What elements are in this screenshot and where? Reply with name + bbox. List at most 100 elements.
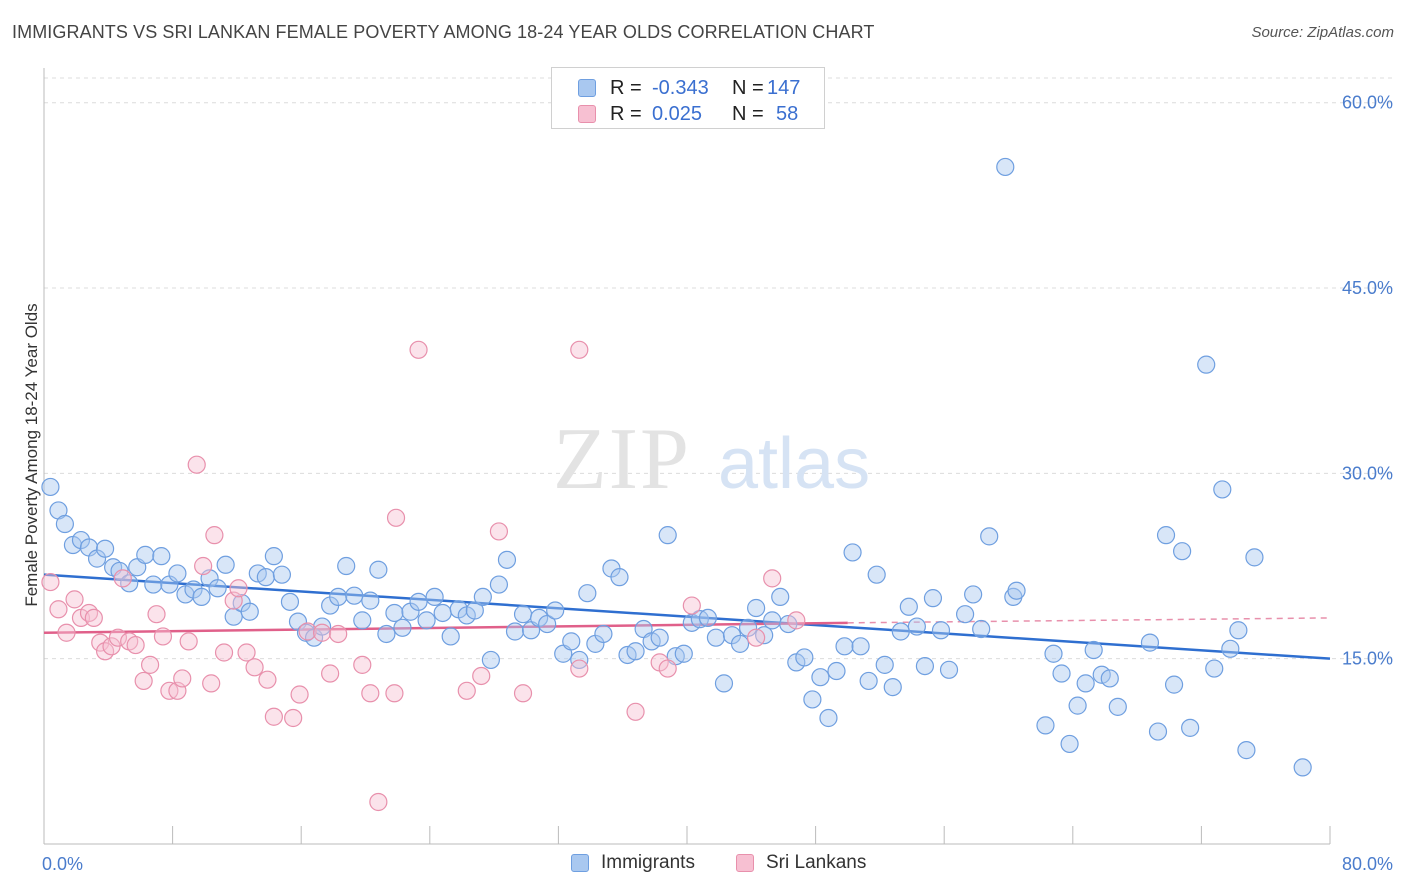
sri-lankans-point: [113, 569, 132, 588]
immigrants-point: [907, 617, 926, 636]
immigrants-point: [1108, 697, 1127, 716]
immigrants-point: [706, 628, 726, 647]
immigrants-point: [955, 605, 975, 624]
immigrants-point: [875, 655, 894, 674]
immigrants-point: [1197, 355, 1216, 374]
immigrants-point: [513, 605, 533, 624]
sri-lankans-point: [153, 627, 173, 646]
legend-swatch-sri-lankans: [736, 854, 754, 872]
immigrants-point: [441, 627, 460, 646]
immigrants-point: [1213, 480, 1232, 499]
immigrants-point: [594, 624, 613, 644]
correlation-legend: R = -0.343 N = 147 R = 0.025 N = 58: [551, 67, 825, 129]
immigrants-point: [1229, 621, 1248, 640]
sri-lankans-point: [489, 522, 509, 541]
immigrants-point: [1052, 664, 1071, 683]
immigrants-point: [698, 608, 717, 628]
immigrants-point: [1156, 526, 1176, 545]
immigrants-point: [1148, 722, 1168, 741]
immigrants-point: [714, 674, 734, 693]
sri-lankans-point: [747, 628, 766, 647]
sri-lankans-point: [682, 596, 701, 615]
immigrants-point: [240, 602, 259, 621]
sri-lankans-point: [229, 579, 248, 598]
immigrants-point: [626, 642, 645, 661]
sri-lankans-point: [457, 681, 476, 700]
immigrants-point: [280, 592, 300, 611]
immigrants-point: [152, 547, 171, 566]
immigrants-point: [658, 526, 677, 545]
sri-lankans-point: [386, 508, 406, 527]
immigrants-point: [216, 555, 235, 574]
immigrants-point: [385, 603, 404, 623]
immigrants-point: [425, 587, 444, 607]
sri-lankans-point: [91, 633, 110, 652]
immigrants-point: [433, 603, 452, 623]
immigrants-point: [312, 617, 332, 636]
sri-lankans-point: [205, 526, 224, 545]
sri-lankans-point: [409, 340, 428, 359]
immigrants-point: [915, 656, 935, 676]
immigrants-point: [811, 668, 830, 687]
immigrants-point: [481, 650, 500, 670]
immigrants-point: [417, 611, 436, 630]
immigrants-point: [1140, 633, 1160, 652]
y-axis-label: Female Poverty Among 18-24 Year Olds: [22, 303, 41, 606]
n-value: 58: [776, 103, 799, 125]
r-label: R =: [610, 77, 642, 99]
sri-lankans-point: [173, 669, 192, 688]
sri-lankans-point: [353, 655, 372, 674]
immigrants-point: [819, 708, 838, 728]
immigrants-point: [1237, 741, 1256, 760]
immigrants-point: [369, 560, 388, 579]
legend-swatch-immigrants: [571, 854, 589, 872]
immigrants-point: [650, 628, 669, 647]
series-sri-lankans: [41, 340, 806, 812]
r-label: R =: [610, 103, 642, 125]
sri-lankans-point: [237, 643, 256, 662]
sri-lankans-point: [298, 622, 317, 641]
immigrants-point: [1044, 644, 1063, 663]
immigrants-point: [1068, 696, 1087, 715]
sri-lankans-point: [658, 659, 677, 678]
sri-lankans-point: [570, 659, 589, 678]
series-legend: Immigrants Sri Lankans: [0, 850, 1406, 880]
immigrants-point: [747, 598, 766, 618]
legend-swatch-sri-lankans: [578, 105, 596, 123]
sri-lankans-point: [626, 702, 645, 721]
sri-lankans-point: [41, 572, 60, 592]
immigrants-point: [1181, 718, 1200, 737]
watermark-atlas: atlas: [718, 424, 870, 504]
immigrants-point: [41, 477, 60, 497]
sri-lankans-point: [385, 684, 404, 703]
immigrants-point: [891, 622, 910, 641]
immigrants-point: [192, 587, 211, 607]
immigrants-point: [996, 157, 1015, 177]
immigrants-point: [1036, 716, 1055, 735]
immigrants-point: [208, 579, 227, 598]
immigrants-point: [272, 565, 292, 584]
immigrants-point: [578, 584, 597, 603]
sri-lankans-point: [108, 628, 128, 647]
immigrants-point: [859, 671, 878, 691]
immigrants-point: [1205, 659, 1224, 678]
sri-lankans-point: [245, 658, 264, 677]
immigrants-point: [465, 601, 484, 620]
immigrants-point: [851, 637, 870, 656]
n-label: N =: [732, 77, 764, 99]
immigrants-trend-line: [43, 573, 1331, 660]
immigrants-point: [939, 660, 959, 679]
chart-source: Source: ZipAtlas.com: [1251, 24, 1394, 41]
chart-title: IMMIGRANTS VS SRI LANKAN FEMALE POVERTY …: [12, 22, 875, 42]
legend-label-immigrants: Immigrants: [601, 852, 695, 873]
sri-lankans-point: [763, 569, 782, 588]
immigrants-point: [867, 565, 886, 584]
immigrants-point: [899, 597, 918, 616]
sri-lankans-point: [49, 600, 68, 619]
immigrants-point: [168, 564, 187, 583]
r-value: -0.343: [652, 77, 709, 99]
y-tick-label: 60.0%: [1342, 93, 1393, 113]
immigrants-point: [931, 621, 951, 640]
immigrants-point: [674, 644, 693, 663]
sri-lankans-point: [140, 655, 160, 674]
